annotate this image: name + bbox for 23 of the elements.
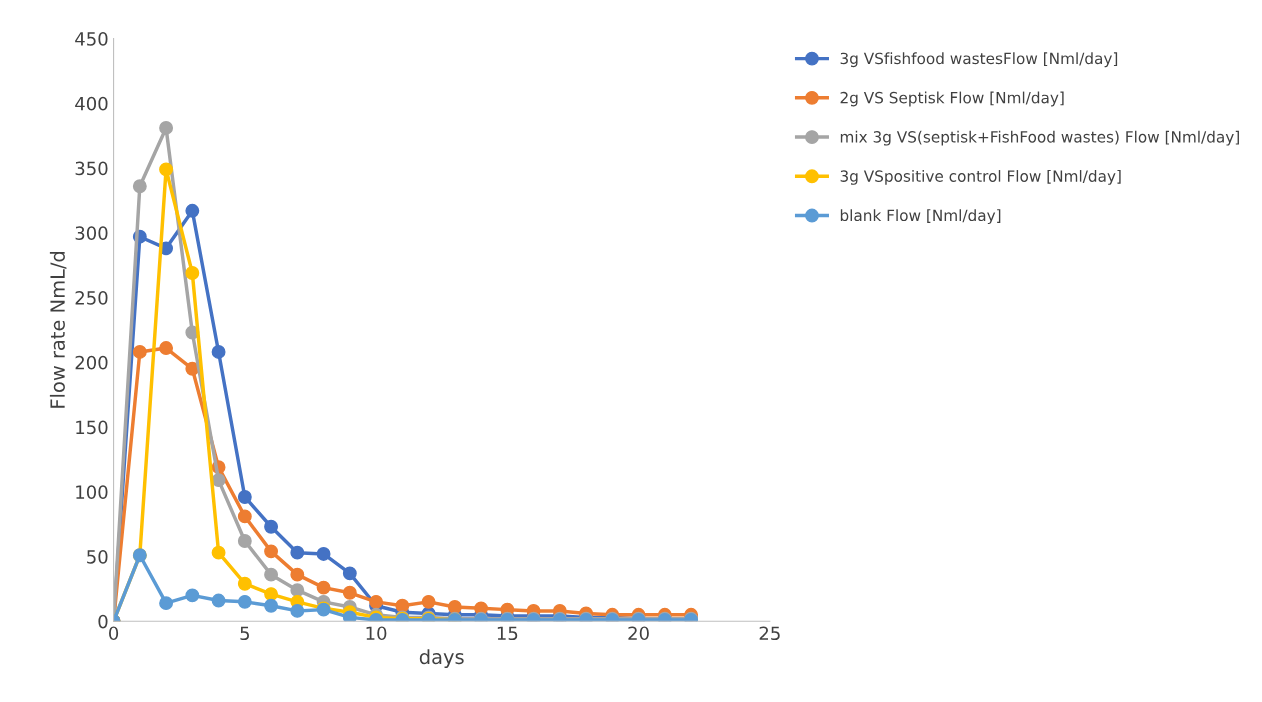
x-tick-label: 10 [366,626,387,641]
legend-label: blank Flow [Nml/day] [840,209,1001,225]
y-axis-title: Flow rate NmL/d [49,251,67,408]
legend-label: mix 3g VS(septisk+FishFood wastes) Flow [Nml/day] [840,130,1239,146]
y-tick-label: 400 [75,96,108,111]
y-tick-label: 200 [75,355,108,370]
y-tick-label: 150 [76,420,108,435]
x-tick-label: 25 [759,626,780,641]
x-axis-title: days [419,649,464,668]
y-tick-label: 50 [87,549,108,564]
x-tick-label: 5 [240,626,249,641]
x-tick-label: 20 [628,626,649,641]
legend-label: 3g VSfishfood wastesFlow [Nml/day] [840,52,1118,68]
x-tick-label: 15 [497,626,518,641]
y-tick-label: 450 [75,32,108,46]
y-tick-label: 0 [98,614,108,629]
y-tick-label: 100 [76,485,108,499]
y-tick-label: 300 [75,226,108,240]
legend-label: 2g VS Septisk Flow [Nml/day] [840,91,1064,107]
x-tick-label: 0 [109,626,119,641]
y-tick-label: 350 [75,161,108,176]
y-tick-label: 250 [75,291,108,305]
legend-label: 3g VSpositive control Flow [Nml/day] [840,170,1121,185]
